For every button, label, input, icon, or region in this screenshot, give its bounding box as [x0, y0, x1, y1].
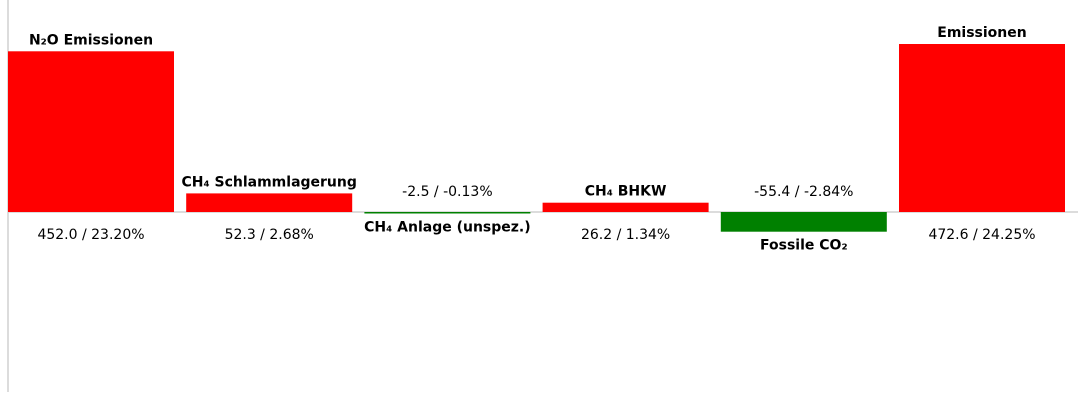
bars-group	[8, 44, 1065, 232]
bar-ch4-anlage-unspez	[364, 212, 531, 214]
value-label-emissionen: 472.6 / 24.25%	[928, 227, 1035, 243]
bar-emissionen	[899, 44, 1065, 212]
value-label-n2o-emissionen: 452.0 / 23.20%	[37, 227, 144, 243]
value-label-ch4-schlammlagerung: 52.3 / 2.68%	[225, 227, 314, 243]
category-label-ch4-bhkw: CH₄ BHKW	[585, 184, 667, 200]
bar-ch4-bhkw	[542, 202, 709, 212]
category-label-fossile-co2: Fossile CO₂	[760, 238, 848, 254]
bar-n2o-emissionen	[8, 51, 174, 212]
value-label-fossile-co2: -55.4 / -2.84%	[754, 184, 853, 200]
value-label-ch4-anlage-unspez: -2.5 / -0.13%	[402, 184, 492, 200]
labels-group: N₂O Emissionen 452.0 / 23.20% CH₄ Schlamml…	[29, 25, 1036, 254]
value-label-ch4-bhkw: 26.2 / 1.34%	[581, 227, 670, 243]
bar-ch4-schlammlagerung	[186, 193, 353, 212]
bar-fossile-co2	[720, 212, 887, 232]
category-label-ch4-schlammlagerung: CH₄ Schlammlagerung	[182, 174, 357, 190]
category-label-n2o-emissionen: N₂O Emissionen	[29, 32, 153, 48]
category-label-emissionen: Emissionen	[937, 25, 1026, 41]
category-label-ch4-anlage-unspez: CH₄ Anlage (unspez.)	[364, 220, 530, 236]
